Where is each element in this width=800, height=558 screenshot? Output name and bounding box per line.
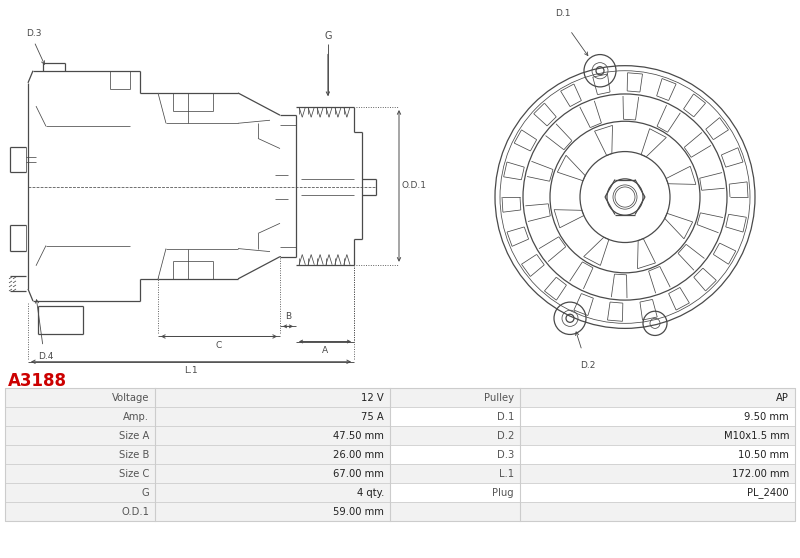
Text: D.2: D.2: [497, 431, 514, 441]
Bar: [5, 483, 390, 502]
Bar: [390, 388, 795, 407]
Bar: [5, 502, 390, 521]
Bar: [390, 483, 795, 502]
Text: 67.00 mm: 67.00 mm: [333, 469, 384, 479]
Text: 47.50 mm: 47.50 mm: [333, 431, 384, 441]
Text: A: A: [322, 345, 328, 354]
Bar: [5, 445, 390, 464]
Text: L.1: L.1: [184, 366, 198, 375]
Text: Size C: Size C: [118, 469, 149, 479]
Text: G: G: [324, 31, 332, 41]
Bar: [390, 426, 795, 445]
Text: D.2: D.2: [580, 360, 595, 370]
Text: D.1: D.1: [497, 412, 514, 422]
Bar: [5, 407, 390, 426]
Text: B: B: [285, 312, 291, 321]
Bar: [390, 407, 795, 426]
Text: D.3: D.3: [497, 450, 514, 460]
Text: G: G: [142, 488, 149, 498]
Text: D.4: D.4: [38, 352, 54, 360]
Text: Pulley: Pulley: [484, 393, 514, 403]
Bar: [390, 464, 795, 483]
Text: Voltage: Voltage: [111, 393, 149, 403]
Text: O.D.1: O.D.1: [121, 507, 149, 517]
Text: L.1: L.1: [499, 469, 514, 479]
Text: 26.00 mm: 26.00 mm: [333, 450, 384, 460]
Bar: [390, 445, 795, 464]
Text: AP: AP: [776, 393, 789, 403]
Bar: [5, 426, 390, 445]
Text: C: C: [216, 340, 222, 349]
Text: Amp.: Amp.: [123, 412, 149, 422]
Bar: [5, 464, 390, 483]
Bar: [390, 502, 795, 521]
Bar: [5, 388, 795, 521]
Text: 12 V: 12 V: [362, 393, 384, 403]
Text: A3188: A3188: [8, 372, 67, 390]
Text: 9.50 mm: 9.50 mm: [744, 412, 789, 422]
Text: Size A: Size A: [118, 431, 149, 441]
Text: 75 A: 75 A: [362, 412, 384, 422]
Text: 4 qty.: 4 qty.: [357, 488, 384, 498]
Bar: [5, 388, 390, 407]
Text: Size B: Size B: [118, 450, 149, 460]
Text: D.3: D.3: [26, 30, 42, 39]
Text: Plug: Plug: [492, 488, 514, 498]
Text: O.D.1: O.D.1: [402, 181, 427, 190]
Text: 10.50 mm: 10.50 mm: [738, 450, 789, 460]
Text: M10x1.5 mm: M10x1.5 mm: [723, 431, 789, 441]
Text: PL_2400: PL_2400: [747, 487, 789, 498]
Text: D.1: D.1: [555, 9, 570, 18]
Text: 172.00 mm: 172.00 mm: [732, 469, 789, 479]
Text: 59.00 mm: 59.00 mm: [333, 507, 384, 517]
